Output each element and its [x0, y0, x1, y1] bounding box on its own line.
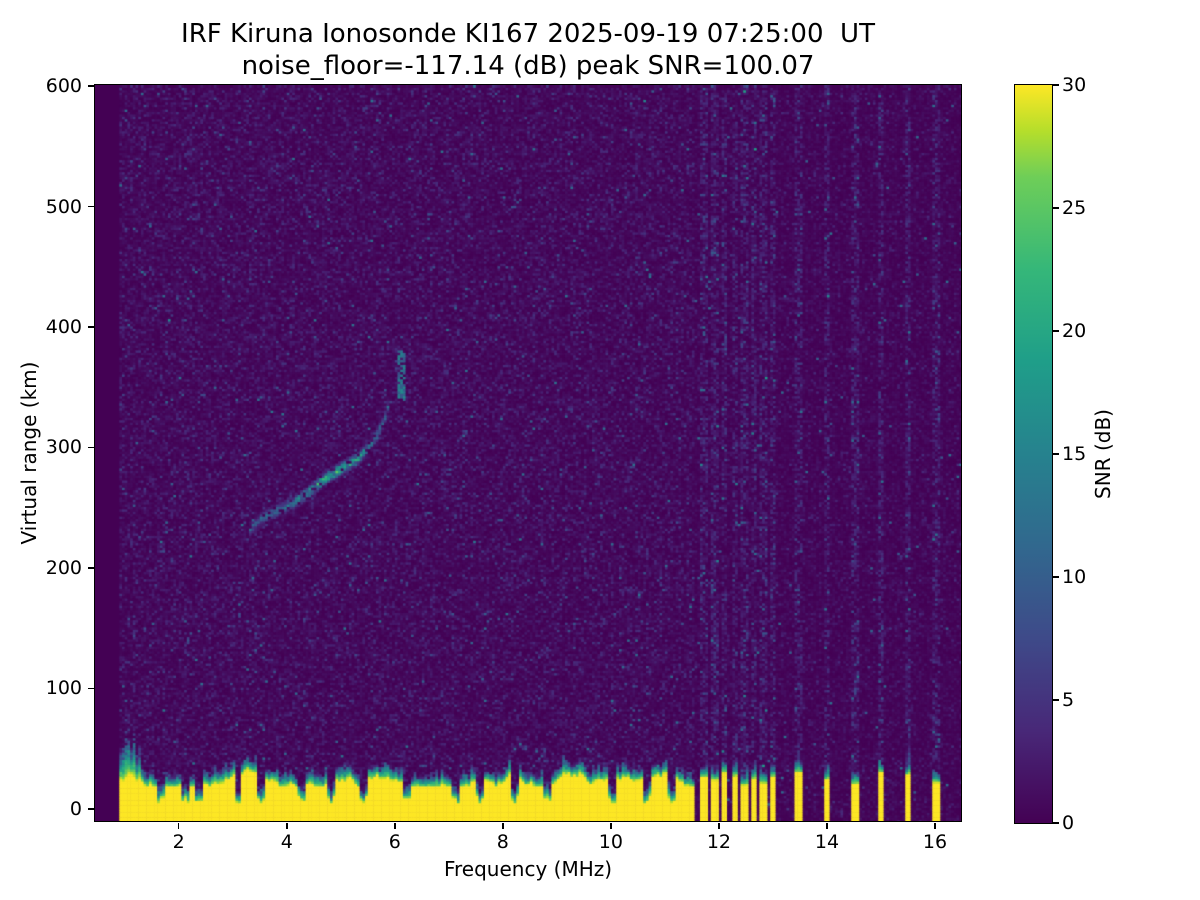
- colorbar-tick-mark-0: [1053, 822, 1059, 824]
- y-tick-label-300: 300: [45, 436, 82, 459]
- colorbar: [1013, 83, 1053, 824]
- colorbar-tick-mark-30: [1053, 84, 1059, 86]
- x-tick-mark-6: [394, 823, 396, 829]
- colorbar-tick-mark-25: [1053, 207, 1059, 209]
- y-tick-label-0: 0: [69, 797, 82, 820]
- y-tick-mark-500: [88, 205, 94, 208]
- x-tick-label-2: 2: [172, 831, 185, 853]
- colorbar-tick-label-0: 0: [1062, 812, 1075, 834]
- x-tick-mark-8: [502, 823, 504, 829]
- colorbar-tick-mark-15: [1053, 453, 1059, 455]
- x-tick-mark-10: [610, 823, 612, 829]
- colorbar-tick-mark-10: [1053, 576, 1059, 578]
- colorbar-tick-label-5: 5: [1062, 689, 1075, 711]
- figure-subtitle: noise_floor=-117.14 (dB) peak SNR=100.07: [241, 51, 815, 81]
- x-tick-mark-14: [826, 823, 828, 829]
- x-tick-label-16: 16: [922, 831, 948, 853]
- y-tick-label-100: 100: [45, 677, 82, 700]
- x-tick-mark-2: [177, 823, 180, 829]
- y-tick-mark-100: [88, 687, 94, 690]
- x-tick-mark-4: [286, 823, 288, 829]
- y-tick-label-600: 600: [45, 75, 82, 98]
- colorbar-tick-label-25: 25: [1062, 197, 1087, 219]
- x-tick-label-14: 14: [814, 831, 840, 853]
- y-tick-mark-200: [88, 567, 94, 569]
- x-tick-label-12: 12: [706, 831, 731, 853]
- y-tick-label-400: 400: [45, 316, 82, 339]
- colorbar-label: SNR (dB): [1091, 409, 1115, 499]
- colorbar-tick-label-10: 10: [1062, 566, 1087, 588]
- y-tick-mark-300: [88, 446, 94, 449]
- y-axis-label: Virtual range (km): [17, 361, 41, 545]
- x-axis-label: Frequency (MHz): [443, 857, 613, 881]
- y-tick-mark-400: [88, 326, 94, 328]
- figure-title: IRF Kiruna Ionosonde KI167 2025-09-19 07…: [181, 19, 875, 49]
- x-tick-label-8: 8: [496, 831, 509, 853]
- colorbar-tick-label-20: 20: [1062, 320, 1087, 342]
- x-tick-label-4: 4: [280, 831, 293, 853]
- colorbar-tick-label-15: 15: [1062, 443, 1087, 465]
- y-tick-mark-0: [88, 808, 94, 810]
- x-tick-mark-16: [934, 823, 936, 829]
- x-tick-label-6: 6: [388, 831, 401, 853]
- colorbar-tick-mark-20: [1053, 330, 1059, 332]
- x-tick-label-10: 10: [598, 831, 623, 853]
- y-tick-label-200: 200: [45, 556, 82, 579]
- ionogram-heatmap: [95, 85, 962, 822]
- y-tick-label-500: 500: [45, 195, 82, 218]
- colorbar-tick-label-30: 30: [1062, 74, 1087, 96]
- x-tick-mark-12: [718, 823, 720, 829]
- y-tick-mark-600: [88, 85, 94, 87]
- colorbar-tick-mark-5: [1053, 699, 1059, 701]
